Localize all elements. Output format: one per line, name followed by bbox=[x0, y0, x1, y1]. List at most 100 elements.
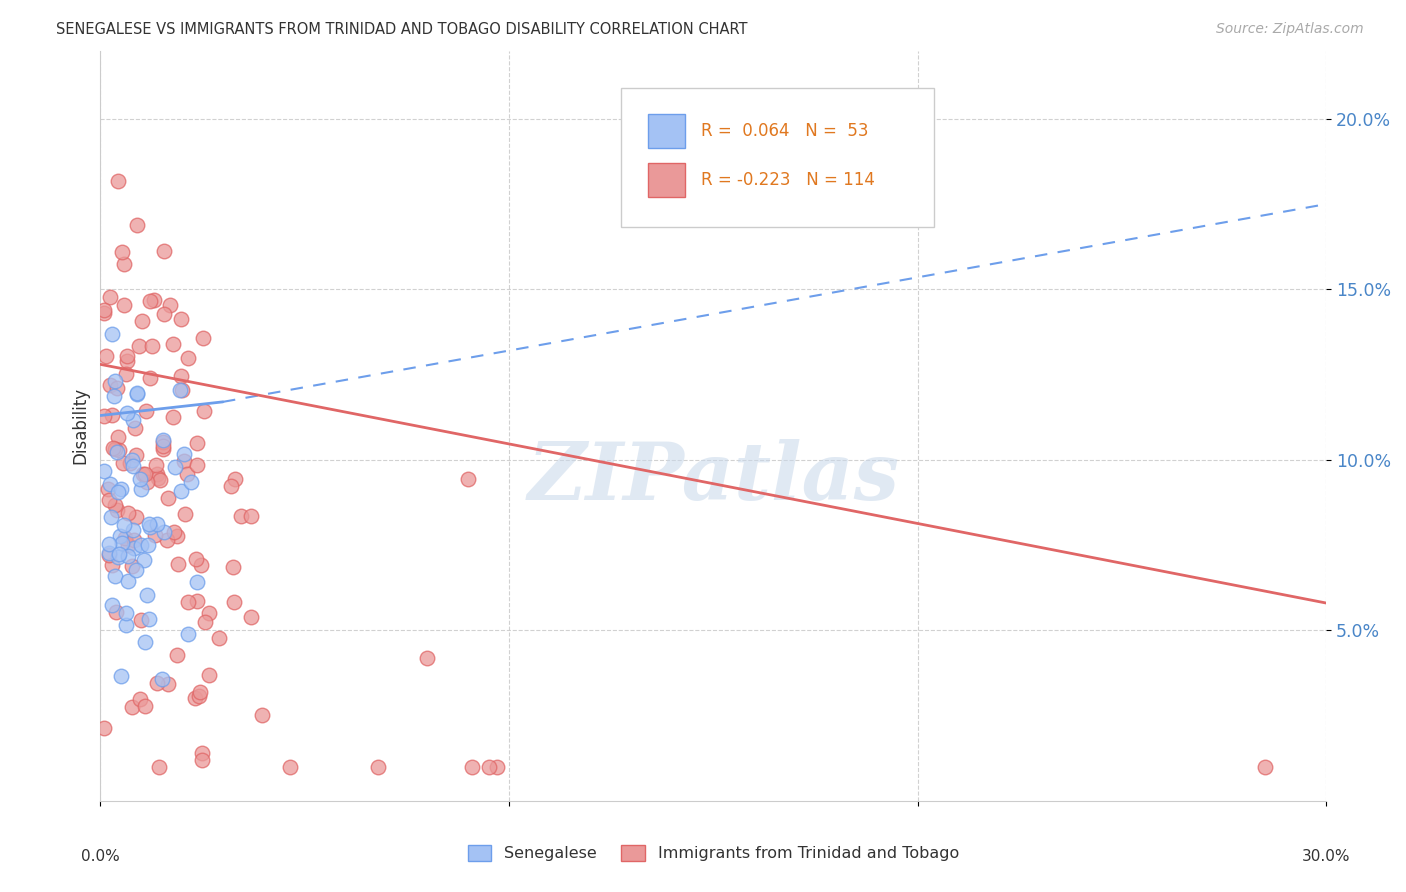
Point bbox=[105, 380, 128, 394]
Point bbox=[239, 610, 262, 624]
Point bbox=[112, 257, 135, 271]
Point bbox=[121, 452, 143, 467]
Point bbox=[152, 525, 174, 540]
Point bbox=[134, 635, 156, 649]
Point bbox=[152, 434, 174, 449]
Point bbox=[107, 484, 129, 499]
Point bbox=[93, 409, 115, 423]
Point bbox=[101, 441, 124, 455]
Point bbox=[149, 473, 172, 487]
Point bbox=[122, 459, 145, 474]
Point bbox=[129, 482, 152, 496]
Point bbox=[184, 691, 207, 706]
Point bbox=[131, 314, 153, 328]
Point bbox=[104, 374, 127, 388]
Point bbox=[148, 760, 170, 774]
Y-axis label: Disability: Disability bbox=[72, 387, 89, 465]
Point bbox=[98, 536, 121, 550]
Point bbox=[105, 502, 128, 516]
Point bbox=[132, 553, 155, 567]
Point bbox=[457, 472, 479, 486]
Point bbox=[104, 569, 127, 583]
Point bbox=[278, 760, 301, 774]
Point bbox=[143, 527, 166, 541]
Point bbox=[186, 436, 208, 450]
Point bbox=[170, 483, 193, 498]
Point bbox=[139, 294, 162, 309]
Point bbox=[208, 632, 231, 646]
Point bbox=[152, 433, 174, 447]
Point bbox=[194, 615, 217, 629]
Point bbox=[128, 692, 150, 706]
Point bbox=[416, 651, 439, 665]
Point bbox=[146, 516, 169, 531]
Point bbox=[139, 520, 162, 534]
Point bbox=[180, 475, 202, 489]
Point bbox=[117, 549, 139, 563]
Text: SENEGALESE VS IMMIGRANTS FROM TRINIDAD AND TOBAGO DISABILITY CORRELATION CHART: SENEGALESE VS IMMIGRANTS FROM TRINIDAD A… bbox=[56, 22, 748, 37]
Point bbox=[105, 605, 128, 619]
Point bbox=[117, 574, 139, 588]
Point bbox=[117, 538, 139, 552]
Point bbox=[125, 386, 148, 401]
Point bbox=[93, 721, 115, 735]
Point bbox=[93, 464, 115, 478]
Point bbox=[103, 442, 125, 457]
Point bbox=[135, 404, 157, 418]
Point bbox=[98, 493, 121, 508]
Point bbox=[93, 306, 115, 320]
Point bbox=[159, 298, 181, 312]
Point bbox=[132, 467, 155, 482]
Point bbox=[166, 529, 188, 543]
Point bbox=[197, 606, 219, 620]
Point bbox=[169, 369, 191, 384]
Point bbox=[162, 336, 184, 351]
Point bbox=[107, 174, 129, 188]
Point bbox=[121, 700, 143, 714]
Point bbox=[128, 339, 150, 353]
Point bbox=[107, 430, 129, 444]
Point bbox=[122, 523, 145, 537]
Point bbox=[107, 549, 129, 564]
Point bbox=[100, 510, 122, 524]
FancyBboxPatch shape bbox=[648, 163, 685, 197]
Point bbox=[136, 475, 159, 489]
Point bbox=[156, 677, 179, 691]
Point bbox=[111, 535, 134, 549]
Point bbox=[173, 454, 195, 468]
Point bbox=[98, 290, 121, 304]
Point bbox=[222, 559, 245, 574]
Point bbox=[221, 478, 243, 492]
Point bbox=[1254, 760, 1277, 774]
Point bbox=[153, 307, 176, 321]
Point bbox=[486, 760, 509, 774]
Point bbox=[134, 698, 156, 713]
Point bbox=[477, 760, 499, 774]
Point bbox=[108, 529, 131, 543]
Point bbox=[122, 413, 145, 427]
Point bbox=[112, 298, 135, 312]
Point bbox=[134, 467, 156, 482]
Legend: Senegalese, Immigrants from Trinidad and Tobago: Senegalese, Immigrants from Trinidad and… bbox=[461, 839, 966, 868]
Point bbox=[98, 549, 121, 563]
Point bbox=[186, 594, 208, 608]
Point bbox=[105, 444, 128, 458]
Point bbox=[110, 482, 132, 496]
Point bbox=[176, 467, 198, 482]
Point bbox=[141, 339, 163, 353]
Point bbox=[188, 689, 211, 703]
Point bbox=[138, 537, 160, 551]
Point bbox=[169, 383, 191, 397]
Point bbox=[136, 588, 159, 602]
Text: Source: ZipAtlas.com: Source: ZipAtlas.com bbox=[1216, 22, 1364, 37]
Point bbox=[100, 326, 122, 341]
Point bbox=[152, 442, 174, 456]
Point bbox=[121, 558, 143, 573]
Point bbox=[112, 456, 135, 470]
Point bbox=[142, 293, 165, 307]
Point bbox=[162, 409, 184, 424]
Point bbox=[186, 575, 208, 590]
Point bbox=[145, 458, 167, 472]
Point bbox=[138, 516, 160, 531]
Point bbox=[145, 676, 167, 690]
